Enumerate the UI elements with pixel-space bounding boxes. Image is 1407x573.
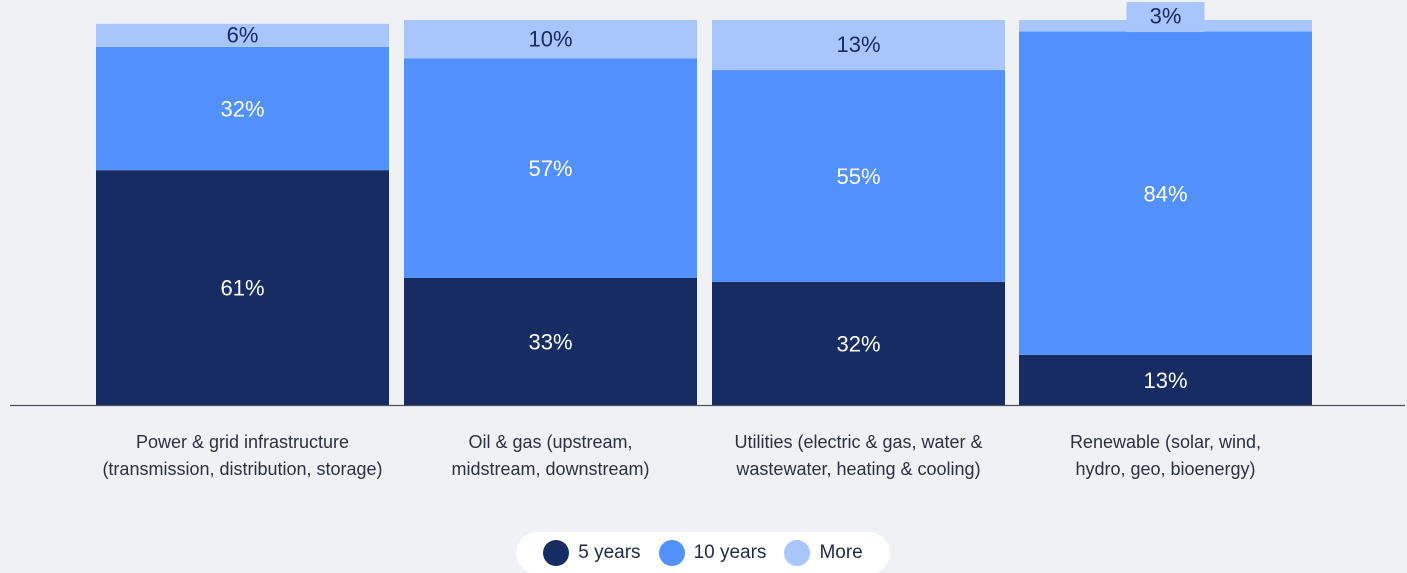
category-label: midstream, downstream)	[451, 459, 649, 479]
legend-label-10-years: 10 years	[693, 542, 767, 563]
category-label: wastewater, heating & cooling)	[735, 459, 980, 479]
stacked-bar-chart: 61% 32% 6% Power & grid infrastructure (tran…	[10, 2, 1405, 479]
category-label: hydro, geo, bioenergy)	[1075, 459, 1255, 479]
legend-swatch-5-years	[543, 540, 570, 566]
data-label-10-years: 84%	[1143, 181, 1187, 206]
bar-segment-more	[404, 20, 697, 59]
legend-swatch-10-years	[658, 540, 685, 566]
category-label: (transmission, distribution, storage)	[102, 459, 382, 479]
data-label-more: 10%	[528, 26, 572, 51]
category-label: Utilities (electric & gas, water &	[734, 432, 982, 452]
data-label-10-years: 55%	[836, 164, 880, 189]
data-label-5-years: 61%	[220, 276, 264, 301]
bar-segment-5-years	[96, 170, 389, 405]
legend-item-more: More	[784, 540, 863, 566]
bar-segment-10-years	[96, 46, 389, 171]
data-label-more: 3%	[1150, 4, 1182, 29]
data-label-5-years: 13%	[1143, 368, 1187, 393]
legend-item-5-years: 5 years	[543, 540, 641, 566]
category-label: Renewable (solar, wind,	[1070, 432, 1261, 452]
data-label-more: 6%	[227, 22, 259, 47]
bar-label-tab	[1126, 2, 1205, 33]
bar-segment-more	[712, 20, 1005, 71]
bar-segment-5-years	[712, 281, 1005, 405]
data-label-10-years: 32%	[220, 97, 264, 122]
legend-label-5-years: 5 years	[578, 542, 641, 563]
data-label-5-years: 32%	[836, 331, 880, 356]
bar-segment-10-years	[1019, 31, 1312, 355]
legend-label-more: More	[819, 542, 863, 563]
data-label-more: 13%	[836, 32, 880, 57]
category-label: Power & grid infrastructure	[136, 432, 349, 452]
bar-segment-10-years	[404, 58, 697, 278]
bar-segment-more	[96, 23, 389, 47]
legend: 5 years 10 years More	[516, 532, 890, 573]
category-label: Oil & gas (upstream,	[468, 432, 632, 452]
legend-swatch-more	[784, 540, 811, 566]
bar-segment-5-years	[404, 277, 697, 405]
bar-segment-10-years	[712, 70, 1005, 282]
data-label-5-years: 33%	[528, 329, 572, 354]
bar-segment-5-years	[1019, 354, 1312, 405]
legend-item-10-years: 10 years	[658, 540, 767, 566]
data-label-10-years: 57%	[528, 156, 572, 181]
